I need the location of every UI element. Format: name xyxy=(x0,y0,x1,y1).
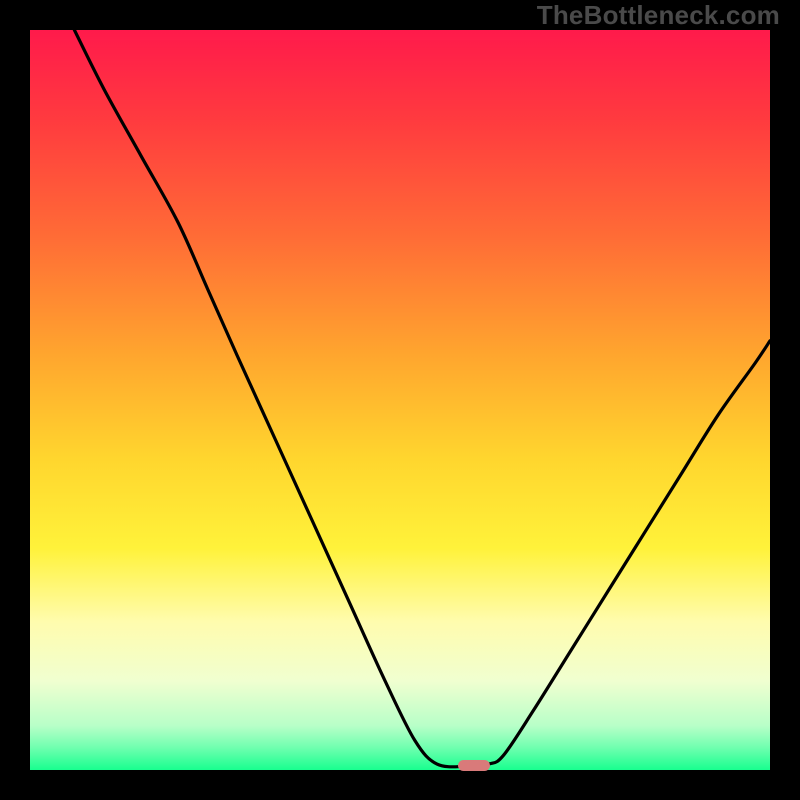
watermark-text: TheBottleneck.com xyxy=(537,0,780,31)
bottleneck-curve xyxy=(30,30,770,770)
plot-area xyxy=(30,30,770,770)
optimum-marker xyxy=(458,760,489,772)
chart-frame: TheBottleneck.com xyxy=(0,0,800,800)
